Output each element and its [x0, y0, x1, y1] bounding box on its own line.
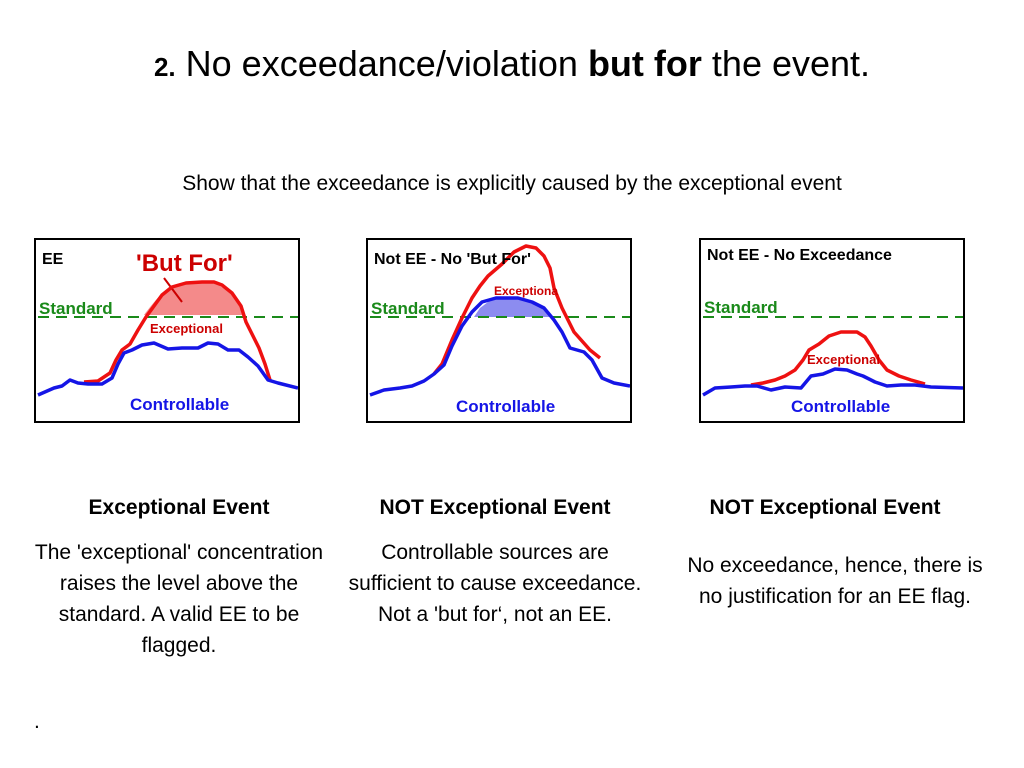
but-for-callout: 'But For' [136, 250, 233, 277]
exceptional-line [432, 244, 602, 376]
controllable-line [369, 296, 630, 397]
panel-label: Not EE - No Exceedance [707, 247, 892, 264]
exceptional-line [83, 280, 272, 384]
exceptional-line [750, 330, 926, 387]
description-exceptional-event: The 'exceptional' concentration raises t… [34, 541, 324, 657]
exceptional-label: Exceptional [807, 352, 880, 367]
diagram-no-exceedance-svg: Not EE - No Exceedance Standard Exceptio… [702, 247, 963, 416]
title-number: 2. [153, 52, 176, 82]
title-text-2: the event. [711, 43, 871, 84]
slide-title: 2. No exceedance/violation but for the e… [0, 40, 1024, 91]
standard-label: Standard [39, 299, 113, 318]
footnote-dot: . [34, 710, 40, 733]
callout-pointer [163, 277, 183, 303]
heading-not-exceptional-2: NOT Exceptional Event [709, 496, 941, 519]
title-emphasis: but for [587, 43, 702, 84]
title-text-1: No exceedance/violation [185, 43, 578, 84]
panel-label: Not EE - No 'But For' [374, 251, 531, 268]
description-no-exceedance: No exceedance, hence, there is no justif… [687, 554, 983, 608]
diagram-panel-no-but-for: Not EE - No 'But For' Standard Exception… [366, 238, 632, 423]
controllable-label: Controllable [791, 397, 890, 416]
diagram-ee-svg: EE 'But For' Standard Exceptional Contro… [37, 250, 298, 414]
standard-label: Standard [704, 298, 778, 317]
panel-label: EE [42, 251, 64, 268]
exceptional-label: Exceptional [150, 321, 223, 336]
heading-exceptional-event: Exceptional Event [88, 496, 270, 519]
diagram-no-but-for-svg: Not EE - No 'But For' Standard Exception… [369, 244, 630, 416]
slide-subtitle: Show that the exceedance is explicitly c… [182, 172, 842, 195]
controllable-line [37, 341, 298, 397]
heading-not-exceptional-1: NOT Exceptional Event [379, 496, 611, 519]
description-no-but-for: Controllable sources are sufficient to c… [348, 541, 642, 626]
diagram-panel-ee: EE 'But For' Standard Exceptional Contro… [34, 238, 300, 423]
exceptional-label: Exceptiona [494, 284, 558, 298]
controllable-line [702, 367, 963, 397]
controllable-label: Controllable [130, 395, 229, 414]
controllable-label: Controllable [456, 397, 555, 416]
standard-label: Standard [371, 299, 445, 318]
diagram-panel-no-exceedance: Not EE - No Exceedance Standard Exceptio… [699, 238, 965, 423]
